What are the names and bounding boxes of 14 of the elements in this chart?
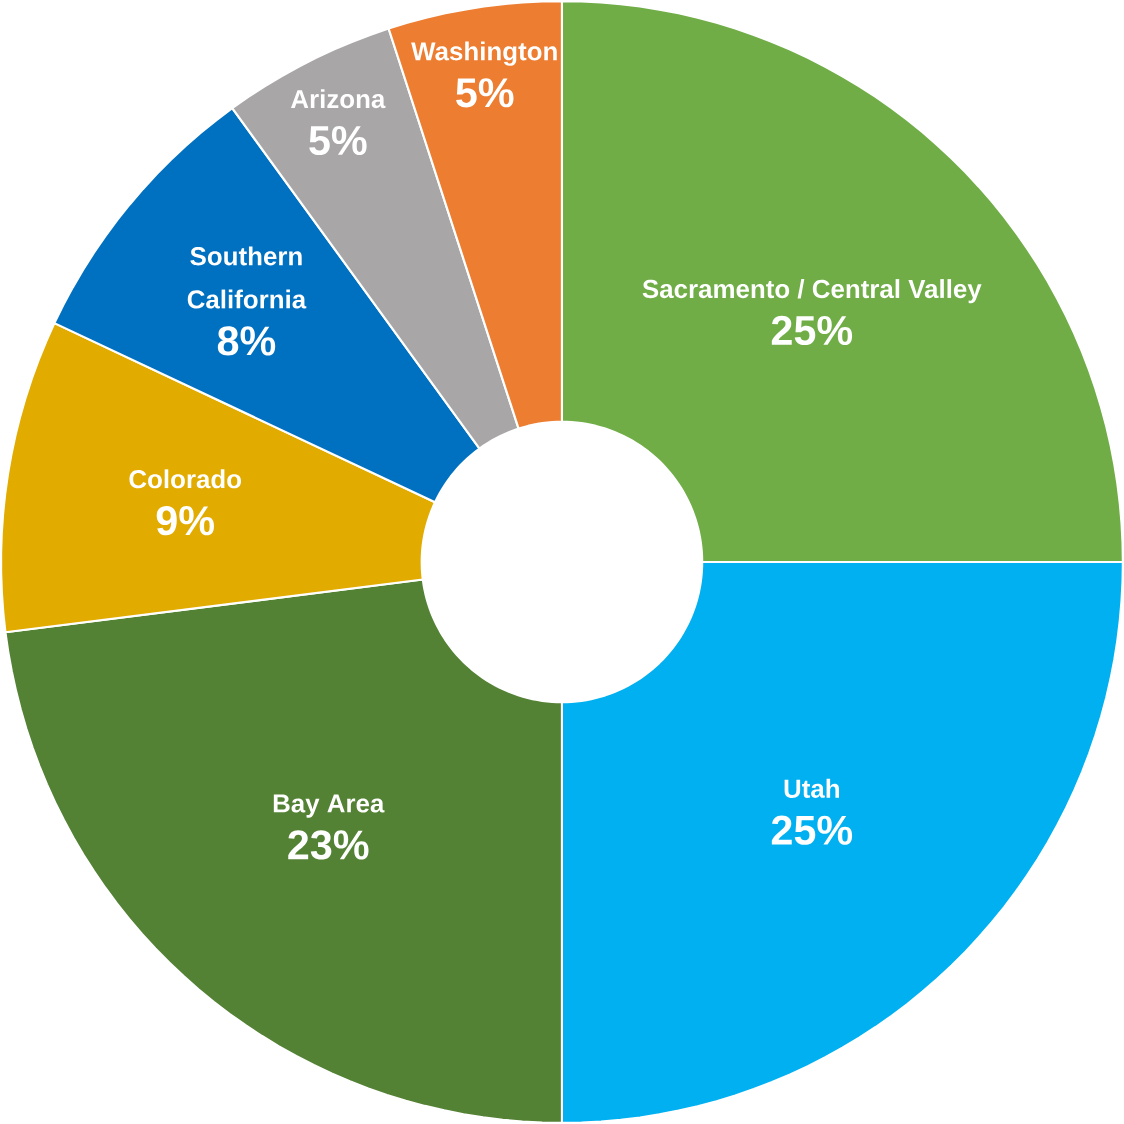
data-label: 9% [156, 505, 214, 536]
slice-label: Utah [784, 778, 839, 798]
data-label: 5% [456, 78, 514, 108]
slice-label: Southern California [187, 246, 307, 309]
data-label: 25% [771, 815, 853, 845]
slice-label: Sacramento / Central Valley [642, 279, 982, 304]
data-label: 23% [288, 830, 369, 860]
data-label: 25% [771, 315, 853, 346]
data-label: 8% [217, 326, 276, 356]
slice-label: Bay Area [273, 794, 385, 818]
slice-label: Washington [411, 41, 557, 66]
slice-label: Colorado [129, 469, 242, 489]
data-label: 5% [309, 125, 367, 156]
slice-label: Arizona [290, 89, 386, 109]
